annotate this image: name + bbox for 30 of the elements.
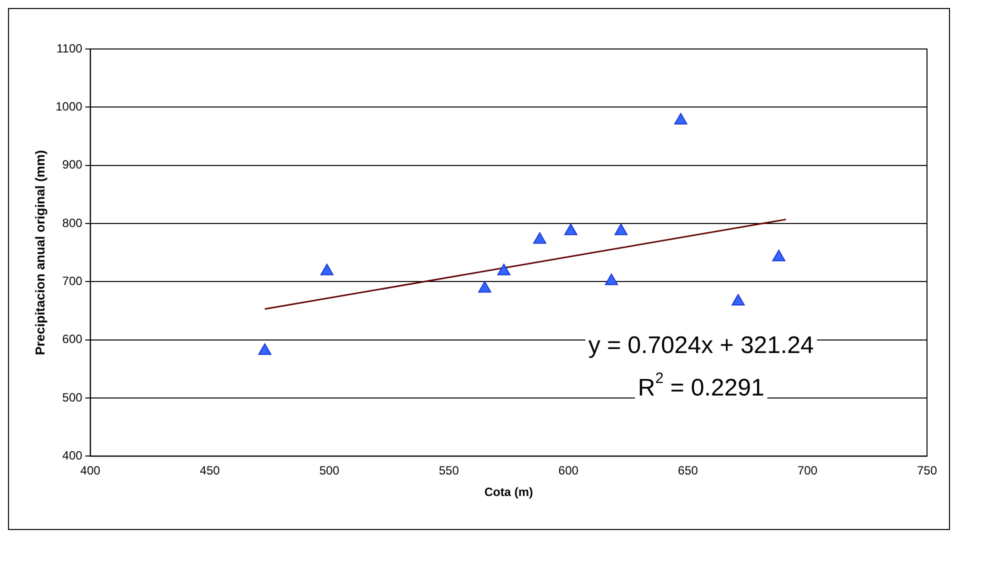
- x-tick-label: 750: [916, 464, 938, 478]
- point: [564, 224, 578, 236]
- y-tick-label: 400: [62, 448, 83, 463]
- y-tick-label: 800: [62, 216, 83, 230]
- y-tick-label: 1000: [56, 99, 83, 114]
- x-tick-label: 600: [558, 464, 579, 478]
- y-tick-label: 600: [62, 332, 83, 346]
- point: [497, 264, 510, 276]
- y-tick-label: 1100: [56, 41, 83, 56]
- point: [533, 232, 546, 244]
- point: [732, 294, 745, 306]
- x-tick-label: 650: [678, 464, 698, 478]
- point: [478, 281, 492, 293]
- point: [604, 274, 618, 286]
- point: [258, 343, 272, 355]
- y-axis-title: Precipitacion anual original (mm): [32, 150, 48, 356]
- annotation: y = 0.7024x + 321.24: [588, 332, 814, 359]
- x-tick-label: 400: [80, 464, 101, 478]
- point: [614, 224, 628, 236]
- point: [320, 264, 334, 276]
- point: [772, 250, 786, 262]
- point: [674, 113, 688, 125]
- x-axis-title: Cota (m): [484, 485, 533, 500]
- y-tick-label: 900: [62, 158, 83, 172]
- x-tick-label: 500: [319, 464, 340, 478]
- y-tick-label: 700: [62, 274, 83, 288]
- y-tick-label: 500: [62, 390, 83, 404]
- x-tick-label: 700: [797, 464, 818, 478]
- x-tick-label: 450: [200, 464, 220, 478]
- x-tick-label: 550: [438, 464, 460, 478]
